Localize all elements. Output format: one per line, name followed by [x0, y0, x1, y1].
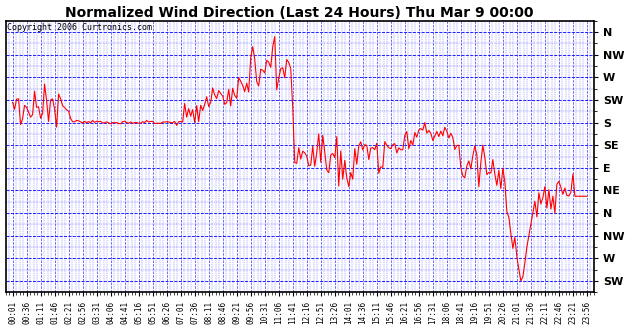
Title: Normalized Wind Direction (Last 24 Hours) Thu Mar 9 00:00: Normalized Wind Direction (Last 24 Hours… [66, 6, 534, 19]
Text: Copyright 2006 Curtronics.com: Copyright 2006 Curtronics.com [7, 23, 152, 32]
